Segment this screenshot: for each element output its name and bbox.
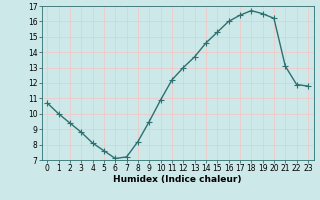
X-axis label: Humidex (Indice chaleur): Humidex (Indice chaleur) <box>113 175 242 184</box>
